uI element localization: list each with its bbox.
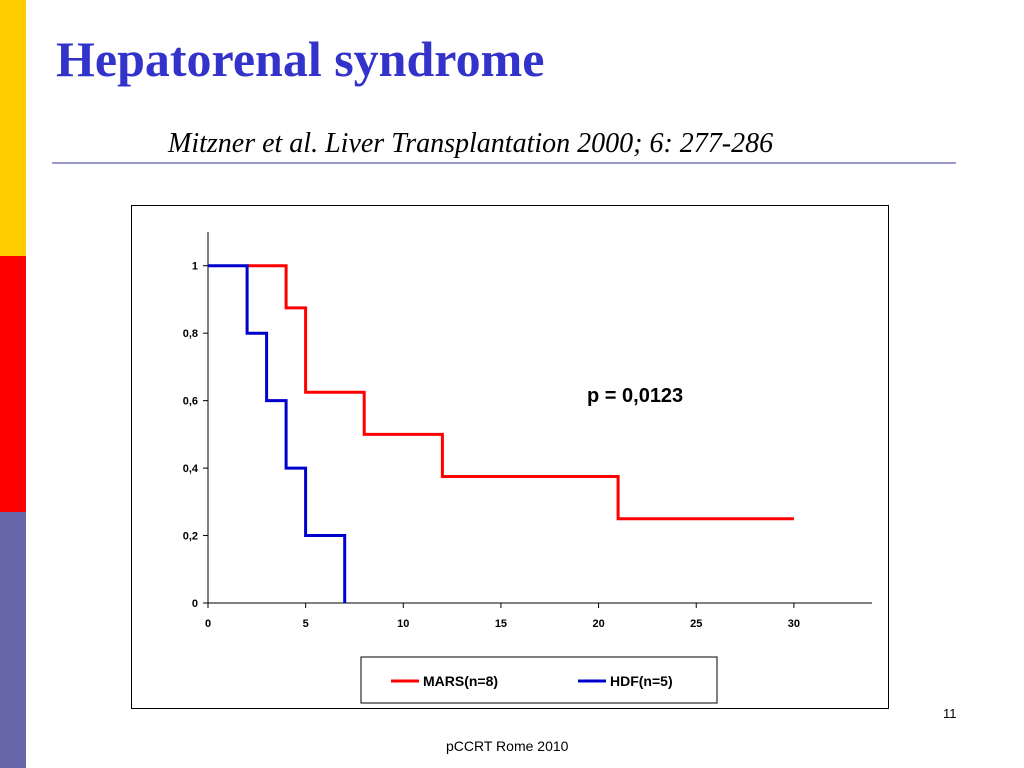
series-line-hdf (208, 264, 347, 603)
y-tick-label: 0,2 (183, 531, 198, 543)
x-tick-label: 25 (690, 618, 702, 630)
x-tick-label: 5 (303, 618, 309, 630)
page-number: 11 (943, 706, 957, 721)
chart-frame (131, 205, 889, 709)
legend-box (360, 656, 718, 704)
sidebar-red-segment (0, 256, 26, 512)
legend-label-hdf: HDF(n=5) (610, 673, 673, 689)
series-line-mars (247, 264, 794, 521)
x-tick-label: 10 (397, 618, 409, 630)
title-divider (52, 162, 956, 164)
x-tick-label: 0 (205, 618, 211, 630)
x-tick-label: 20 (592, 618, 604, 630)
y-tick-label: 0 (192, 598, 198, 610)
sidebar-yellow-segment (0, 0, 26, 256)
citation: Mitzner et al. Liver Transplantation 200… (168, 128, 774, 159)
y-tick-label: 0,4 (183, 463, 199, 475)
survival-chart: 00,20,40,60,810 5 10 15 20 25 30p = 0,0123MARS… (183, 232, 872, 704)
slide-title: Hepatorenal syndrome (56, 31, 545, 87)
color-sidebar (0, 0, 26, 768)
y-tick-label: 0,6 (183, 396, 198, 408)
sidebar-blue-segment (0, 512, 26, 768)
x-tick-label: 30 (788, 618, 800, 630)
footer-text: pCCRT Rome 2010 (446, 738, 569, 754)
legend-label-mars: MARS(n=8) (423, 673, 498, 689)
y-tick-label: 1 (192, 261, 198, 273)
x-tick-label: 15 (495, 618, 507, 630)
p-value-annotation: p = 0,0123 (587, 385, 683, 407)
y-tick-label: 0,8 (183, 328, 198, 340)
